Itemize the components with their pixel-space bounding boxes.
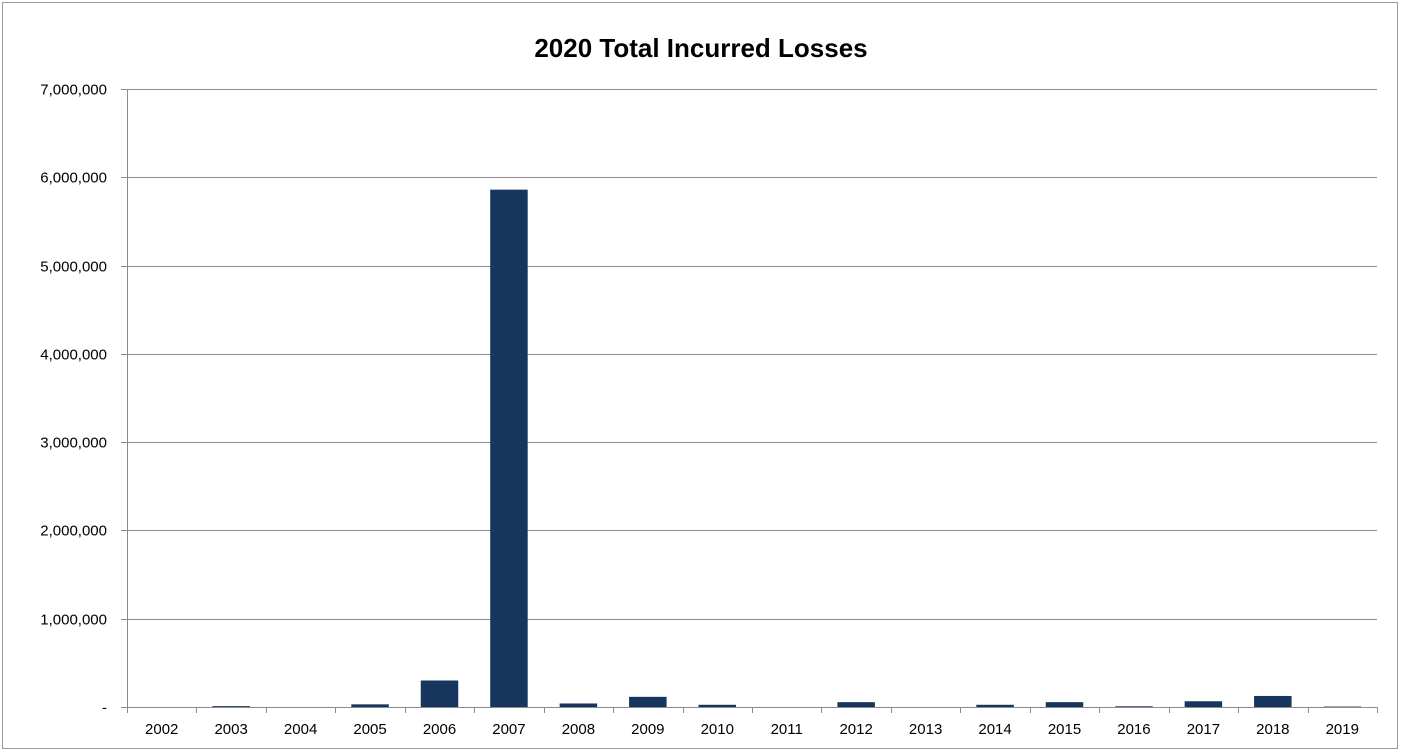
bar-2003 [212, 706, 250, 707]
y-tick-label: 3,000,000 [40, 435, 107, 452]
x-tick-label-2012: 2012 [839, 721, 872, 738]
x-tick-label-2010: 2010 [701, 721, 734, 738]
y-tick-label: 5,000,000 [40, 259, 107, 276]
bar-2012 [837, 702, 875, 707]
y-tick-label: - [102, 700, 107, 717]
y-tick-label: 6,000,000 [40, 170, 107, 187]
y-tick-labels: - 1,000,000 2,000,000 3,000,000 4,000,000 5,0… [40, 82, 107, 717]
x-tick-label-2019: 2019 [1326, 721, 1359, 738]
bar-2016 [1115, 706, 1153, 707]
x-tick-label-2002: 2002 [145, 721, 178, 738]
bar-2014 [976, 704, 1014, 707]
bar-2007 [490, 189, 528, 707]
y-tick-label: 1,000,000 [40, 612, 107, 629]
y-tick-label: 7,000,000 [40, 82, 107, 99]
x-tick-label-2016: 2016 [1117, 721, 1150, 738]
x-tick-label-2005: 2005 [353, 721, 386, 738]
y-tick-label: 4,000,000 [40, 347, 107, 364]
x-tick-label-2013: 2013 [909, 721, 942, 738]
bar-2017 [1184, 701, 1223, 707]
axes [121, 89, 1378, 713]
bar-2009 [629, 696, 667, 707]
x-tick-label-2004: 2004 [284, 721, 317, 738]
y-tick-label: 2,000,000 [40, 523, 107, 540]
x-tick-label-2014: 2014 [978, 721, 1011, 738]
bar-2015 [1045, 702, 1084, 707]
bar-2008 [559, 703, 598, 707]
x-tick-labels: 2002 2003 2004 2005 2006 2007 2008 2009 2010 2011… [145, 721, 1359, 738]
gridlines [127, 89, 1377, 620]
x-tick-label-2007: 2007 [492, 721, 525, 738]
bar-chart: 2020 Total Incurred Losses - 1,000,000 2,0… [40, 33, 1378, 738]
x-tick-label-2003: 2003 [214, 721, 247, 738]
x-tick-label-2006: 2006 [423, 721, 456, 738]
bar-2006 [420, 680, 459, 707]
x-tick-label-2008: 2008 [562, 721, 595, 738]
bars [212, 189, 1362, 707]
x-tick-label-2011: 2011 [771, 721, 803, 738]
x-tick-label-2015: 2015 [1048, 721, 1081, 738]
bar-2010 [698, 704, 737, 707]
x-tick-label-2018: 2018 [1256, 721, 1289, 738]
bar-2005 [351, 704, 389, 707]
x-tick-label-2009: 2009 [631, 721, 664, 738]
chart-title: 2020 Total Incurred Losses [534, 33, 867, 63]
x-tick-label-2017: 2017 [1187, 721, 1220, 738]
bar-2018 [1254, 695, 1292, 707]
